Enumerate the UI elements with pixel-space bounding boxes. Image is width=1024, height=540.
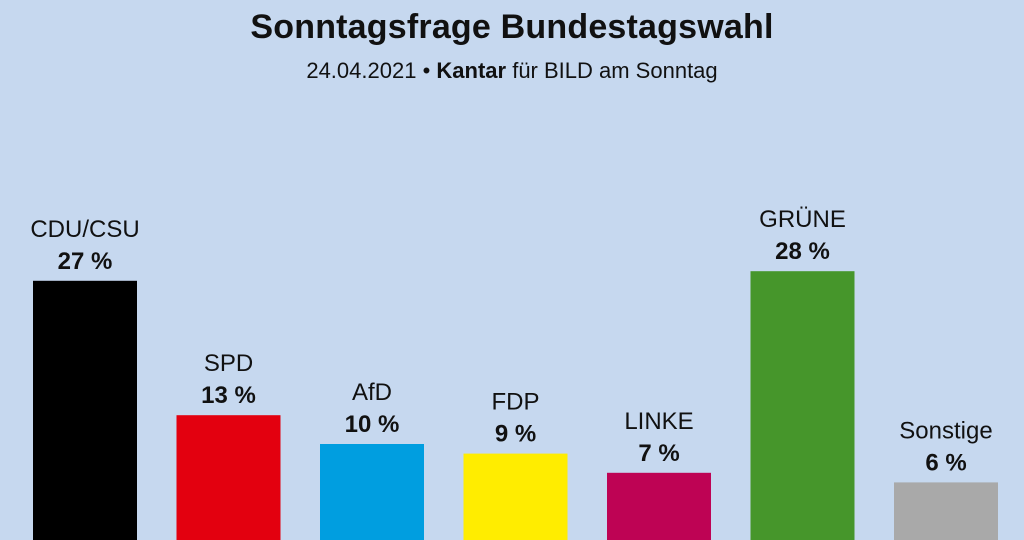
bar-afd [320, 444, 424, 540]
bar-linke [607, 472, 711, 540]
category-label-linke: LINKE [624, 408, 693, 435]
category-label-fdp: FDP [492, 389, 540, 416]
subtitle-client: für BILD am Sonntag [512, 58, 718, 83]
value-label-sonstige: 6 % [925, 449, 966, 476]
chart-title: Sonntagsfrage Bundestagswahl [250, 8, 774, 46]
bar-sonstige [894, 482, 998, 540]
value-label-fdp: 9 % [495, 421, 536, 448]
value-label-afd: 10 % [345, 411, 400, 438]
bar-cdu-csu [33, 280, 137, 540]
chart-subtitle: 24.04.2021 • Kantar für BILD am Sonntag [0, 58, 1024, 84]
value-label-spd: 13 % [201, 382, 256, 409]
bar-spd [176, 415, 281, 540]
category-label-gruene: GRÜNE [759, 206, 846, 233]
category-label-afd: AfD [352, 379, 392, 406]
category-label-spd: SPD [204, 350, 253, 377]
category-label-sonstige: Sonstige [899, 417, 992, 444]
value-label-linke: 7 % [638, 440, 679, 467]
bar-gruene [750, 271, 855, 540]
value-label-gruene: 28 % [775, 238, 830, 265]
bar-fdp [463, 453, 568, 540]
value-label-cdu-csu: 27 % [58, 248, 113, 275]
subtitle-institute: Kantar [436, 58, 507, 83]
subtitle-date: 24.04.2021 [306, 58, 417, 83]
category-label-cdu-csu: CDU/CSU [30, 216, 139, 243]
subtitle-separator: • [422, 58, 431, 83]
